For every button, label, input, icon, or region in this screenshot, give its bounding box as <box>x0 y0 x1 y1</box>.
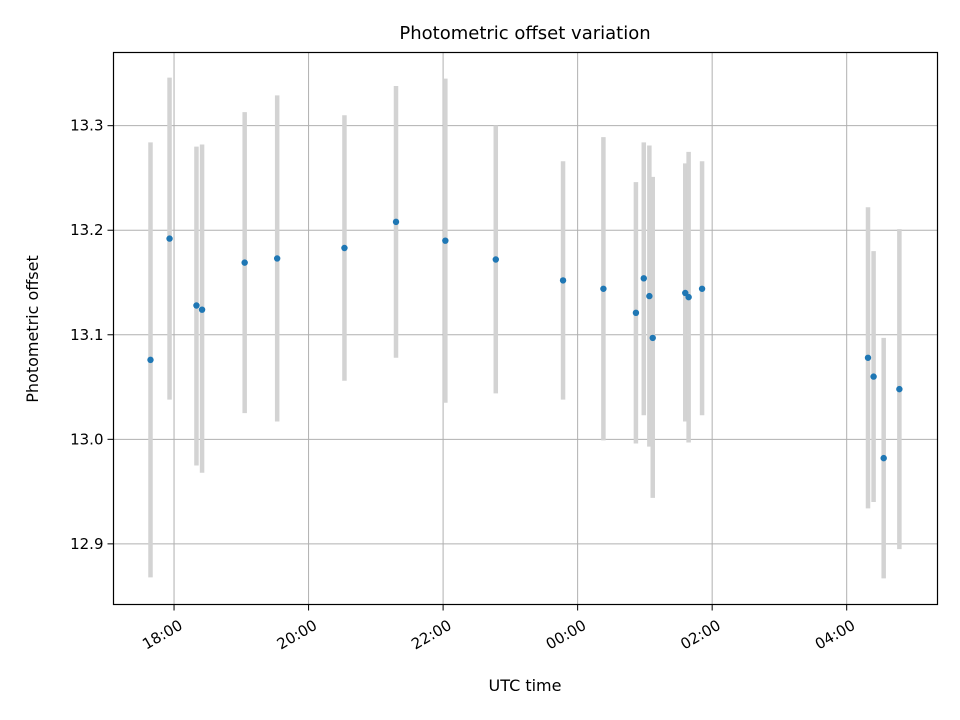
y-axis: 12.9 13.0 13.1 13.2 13.3 <box>70 117 114 553</box>
data-point <box>880 454 887 462</box>
y-axis-label: Photometric offset <box>23 255 42 403</box>
data-point <box>241 259 248 266</box>
data-point <box>492 256 499 263</box>
data-point <box>392 218 400 226</box>
data-point <box>166 235 173 242</box>
data-points <box>147 218 903 462</box>
data-point <box>870 373 877 380</box>
data-point <box>559 277 567 284</box>
data-point <box>896 385 903 393</box>
data-point <box>273 255 281 262</box>
x-axis-label: UTC time <box>489 676 562 695</box>
y-tick-label: 13.1 <box>70 326 103 344</box>
y-tick-label: 12.9 <box>70 535 103 553</box>
data-point <box>864 354 872 361</box>
data-point <box>341 244 348 252</box>
data-point <box>193 302 200 309</box>
y-tick-label: 13.2 <box>70 221 103 239</box>
data-point <box>646 292 653 300</box>
data-point <box>442 237 449 244</box>
plot-frame <box>112 51 939 606</box>
data-point <box>649 334 656 342</box>
data-point <box>698 285 706 292</box>
y-tick-label: 13.0 <box>70 430 103 448</box>
data-point <box>600 285 607 292</box>
data-point <box>147 356 154 364</box>
chart-title: Photometric offset variation <box>399 23 650 44</box>
data-point <box>685 293 692 301</box>
y-tick-label: 13.3 <box>70 117 103 135</box>
data-point <box>640 275 647 282</box>
data-point <box>632 309 640 317</box>
data-point <box>198 306 206 313</box>
